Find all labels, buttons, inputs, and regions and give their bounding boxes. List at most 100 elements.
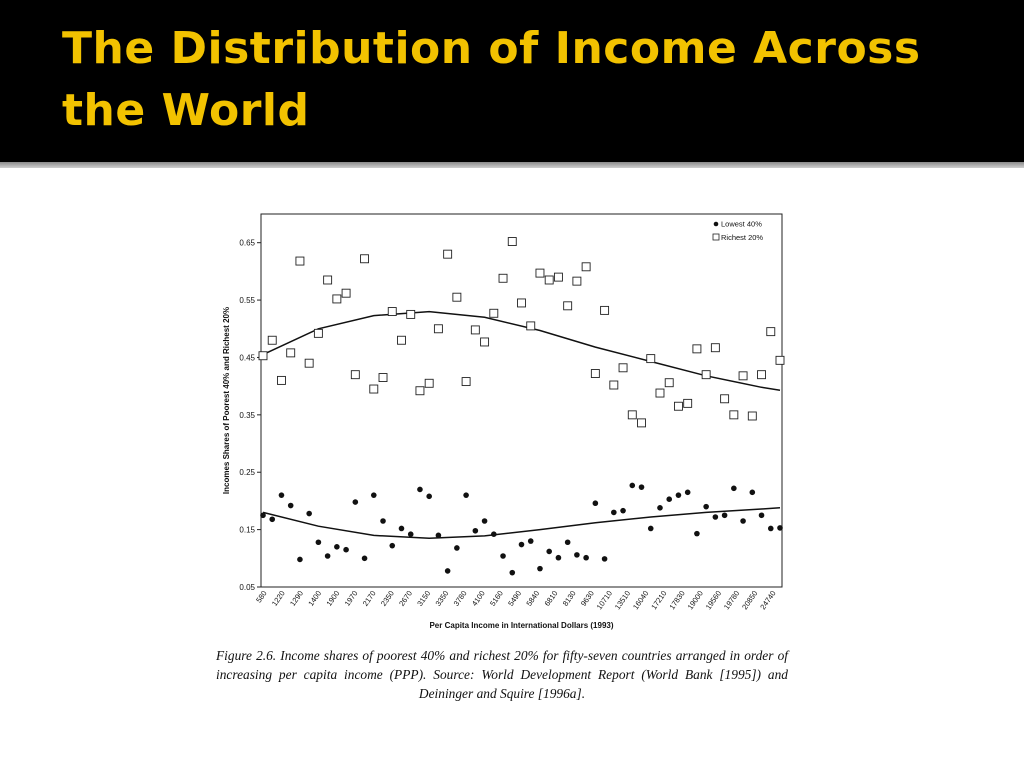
x-axis-label: Per Capita Income in International Dolla…	[429, 621, 613, 630]
point-lowest-40	[749, 489, 756, 496]
point-richest-20	[720, 394, 730, 404]
x-tick-label: 8130	[561, 589, 578, 608]
point-lowest-40	[537, 565, 543, 572]
y-tick-label: 0.45	[239, 353, 255, 362]
point-richest-20	[664, 378, 674, 388]
x-tick-label: 20850	[740, 589, 759, 611]
point-lowest-40	[398, 525, 405, 532]
legend-label-richest: Richest 20%	[721, 233, 763, 242]
point-richest-20	[692, 344, 702, 354]
point-lowest-40	[417, 486, 423, 493]
point-lowest-40	[703, 503, 709, 510]
point-richest-20	[286, 348, 296, 358]
slide-content	[0, 168, 1024, 768]
point-richest-20	[313, 328, 323, 338]
point-lowest-40	[306, 510, 312, 517]
x-tick-label: 1400	[306, 589, 323, 608]
point-lowest-40	[463, 492, 469, 498]
y-tick-label: 0.35	[239, 411, 255, 420]
x-tick-label: 16040	[631, 589, 650, 611]
point-richest-20	[369, 384, 379, 394]
x-tick-label: 24740	[758, 589, 777, 611]
point-richest-20	[443, 249, 453, 259]
point-richest-20	[655, 388, 665, 398]
point-lowest-40	[758, 512, 765, 519]
point-richest-20	[729, 410, 739, 420]
point-richest-20	[267, 335, 277, 345]
x-tick-label: 3350	[433, 589, 450, 608]
point-richest-20	[295, 256, 305, 266]
point-richest-20	[544, 275, 554, 285]
point-richest-20	[710, 343, 720, 353]
point-richest-20	[553, 272, 563, 282]
point-lowest-40	[777, 525, 783, 531]
point-richest-20	[618, 363, 628, 373]
point-richest-20	[683, 398, 693, 408]
x-tick-label: 2670	[397, 589, 414, 608]
point-richest-20	[766, 327, 776, 337]
point-lowest-40	[389, 542, 396, 549]
point-richest-20	[646, 354, 656, 364]
point-richest-20	[433, 324, 443, 334]
point-richest-20	[480, 337, 490, 347]
point-lowest-40	[657, 505, 663, 511]
point-richest-20	[637, 418, 646, 428]
point-lowest-40	[435, 532, 442, 539]
x-tick-label: 5840	[524, 589, 541, 608]
x-tick-label: 10710	[595, 589, 614, 611]
point-lowest-40	[583, 554, 589, 561]
point-richest-20	[609, 380, 619, 390]
point-lowest-40	[491, 531, 497, 538]
point-richest-20	[397, 335, 406, 345]
point-lowest-40	[601, 556, 608, 562]
point-richest-20	[461, 377, 471, 387]
x-tick-label: 1900	[324, 589, 341, 608]
point-lowest-40	[647, 525, 654, 532]
trend-line	[262, 507, 781, 539]
point-lowest-40	[352, 499, 359, 505]
x-tick-label: 19780	[722, 589, 741, 611]
point-lowest-40	[500, 553, 506, 559]
point-lowest-40	[444, 568, 451, 574]
point-lowest-40	[370, 492, 377, 498]
point-lowest-40	[407, 531, 414, 538]
point-richest-20	[563, 301, 573, 311]
x-tick-label: 5490	[506, 589, 523, 608]
point-richest-20	[775, 355, 785, 365]
x-tick-label: 3780	[452, 589, 469, 608]
y-tick-label: 0.15	[239, 526, 255, 535]
point-richest-20	[489, 308, 499, 318]
point-lowest-40	[481, 518, 488, 524]
y-axis-label: Incomes Shares of Poorest 40% and Riches…	[222, 307, 231, 494]
figure-caption: Figure 2.6. Income shares of poorest 40%…	[216, 648, 788, 701]
point-lowest-40	[361, 555, 368, 562]
x-tick-label: 19000	[686, 589, 705, 611]
point-lowest-40	[638, 484, 645, 490]
point-richest-20	[387, 307, 397, 317]
point-lowest-40	[712, 514, 719, 520]
point-lowest-40	[555, 554, 562, 561]
point-richest-20	[627, 410, 637, 420]
point-richest-20	[332, 294, 342, 304]
point-lowest-40	[260, 512, 266, 519]
point-lowest-40	[564, 539, 571, 546]
point-richest-20	[470, 325, 480, 335]
point-lowest-40	[269, 516, 276, 523]
point-richest-20	[507, 237, 517, 246]
y-tick-label: 0.05	[239, 583, 255, 592]
point-lowest-40	[343, 546, 349, 553]
x-tick-label: 19560	[704, 589, 723, 611]
point-richest-20	[452, 292, 462, 302]
point-lowest-40	[509, 569, 516, 576]
point-lowest-40	[380, 518, 386, 524]
point-richest-20	[258, 351, 268, 361]
x-tick-label: 17210	[649, 589, 668, 611]
point-lowest-40	[454, 545, 460, 551]
point-richest-20	[572, 276, 582, 286]
point-lowest-40	[574, 552, 580, 558]
slide-title: The Distribution of Income Across the Wo…	[62, 23, 921, 136]
title-bar: The Distribution of Income Across the Wo…	[0, 0, 1024, 160]
point-richest-20	[378, 373, 388, 382]
point-richest-20	[581, 262, 591, 272]
